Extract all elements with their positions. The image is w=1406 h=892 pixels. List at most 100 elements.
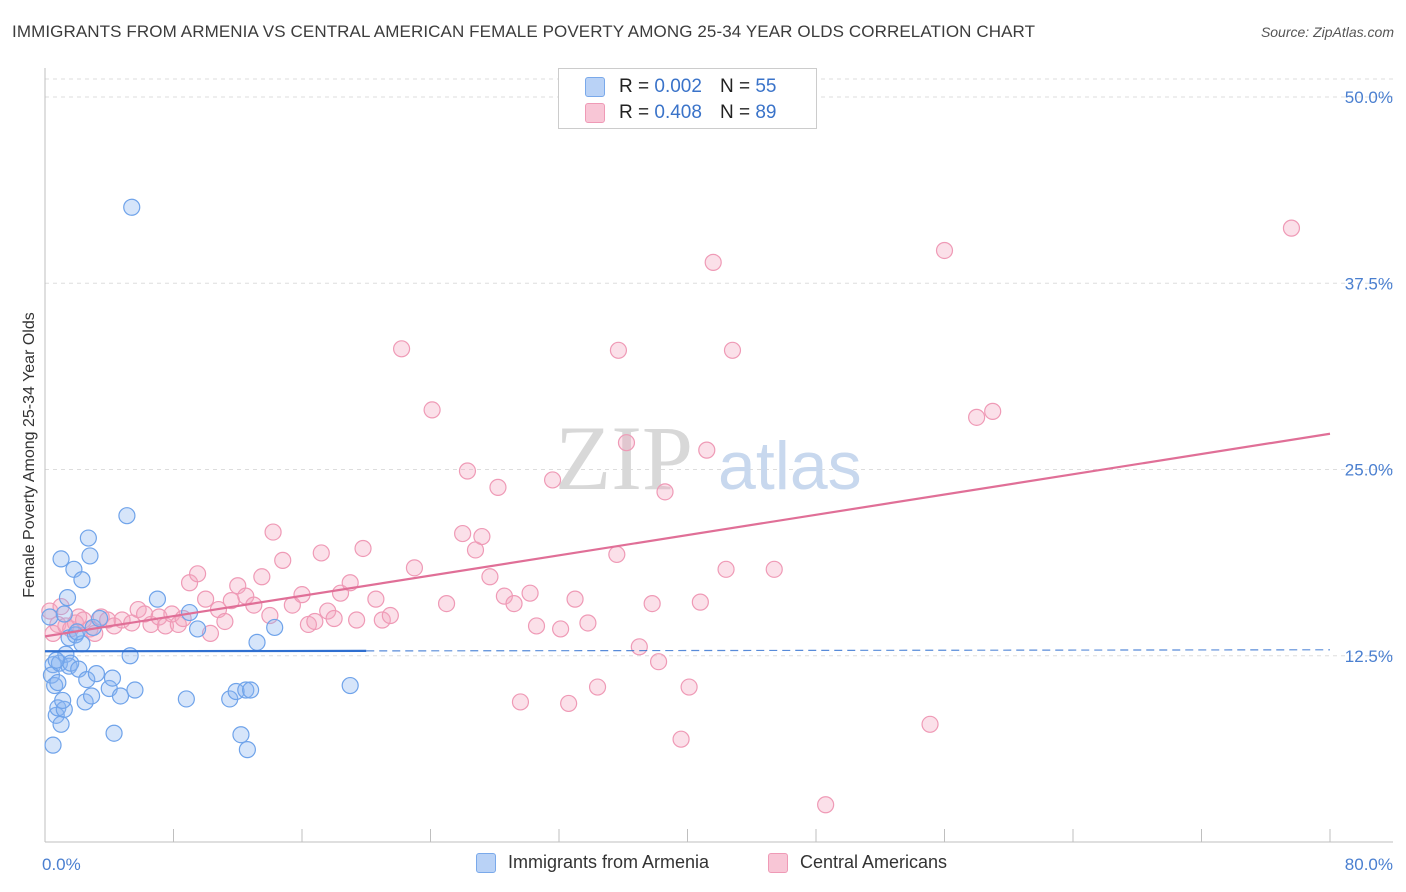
point-armenia — [266, 618, 284, 637]
point-central-americans — [691, 593, 709, 611]
x-tick-label-max: 80.0% — [1345, 855, 1393, 874]
point-central-americans — [70, 608, 88, 626]
point-armenia — [44, 736, 62, 754]
point-central-americans — [373, 611, 391, 629]
legend-swatch-blue — [585, 77, 605, 97]
point-central-americans — [367, 590, 385, 608]
point-central-americans — [656, 483, 674, 501]
point-central-americans — [481, 568, 499, 586]
point-armenia — [79, 529, 97, 547]
point-central-americans — [381, 606, 399, 625]
point-armenia — [58, 589, 77, 607]
point-central-americans — [717, 560, 735, 578]
point-central-americans — [543, 471, 562, 489]
point-central-americans — [672, 730, 690, 748]
point-central-americans — [306, 612, 324, 631]
legend-n-value: 89 — [755, 102, 777, 123]
point-central-americans — [630, 638, 648, 656]
point-armenia — [49, 673, 67, 692]
y-axis-title: Female Poverty Among 25-34 Year Olds — [21, 312, 38, 598]
point-armenia — [52, 550, 70, 568]
point-armenia — [148, 590, 167, 608]
trend-line-armenia-extension — [366, 649, 1331, 652]
legend-swatch-pink — [585, 103, 605, 123]
point-central-americans — [984, 402, 1002, 420]
point-central-americans — [489, 478, 507, 496]
point-central-americans — [921, 715, 939, 733]
point-central-americans — [609, 341, 628, 359]
point-armenia — [232, 726, 250, 744]
point-central-americans — [817, 796, 835, 814]
trend-line-central-americans — [44, 432, 1331, 638]
point-armenia — [123, 198, 141, 216]
point-central-americans — [649, 653, 668, 671]
point-central-americans — [454, 524, 472, 543]
legend-n-value: 55 — [755, 76, 777, 97]
legend-r-value: 0.408 — [654, 102, 702, 123]
series-legend: Immigrants from Armenia Central American… — [0, 852, 1406, 878]
legend-r-label: R = — [619, 102, 650, 123]
chart-title: IMMIGRANTS FROM ARMENIA VS CENTRAL AMERI… — [12, 22, 1036, 41]
point-central-americans — [274, 551, 292, 569]
point-central-americans — [312, 544, 330, 562]
point-central-americans — [423, 401, 441, 419]
y-tick-label: 37.5% — [1345, 274, 1393, 293]
point-central-americans — [188, 565, 207, 583]
point-central-americans — [348, 611, 366, 629]
point-central-americans — [325, 609, 343, 628]
y-tick-label: 50.0% — [1345, 88, 1393, 107]
point-central-americans — [264, 523, 282, 541]
point-central-americans — [216, 612, 234, 631]
point-armenia — [105, 724, 123, 742]
point-central-americans — [201, 624, 220, 643]
point-central-americans — [1282, 219, 1301, 237]
legend-item-armenia[interactable]: Immigrants from Armenia — [476, 852, 709, 873]
point-armenia — [82, 687, 101, 705]
trend-lines — [44, 432, 1331, 653]
point-central-americans — [608, 545, 626, 564]
legend-row-central-americans: R = 0.408 N = 89 — [585, 101, 776, 125]
point-armenia — [188, 620, 207, 638]
point-central-americans — [135, 605, 154, 623]
point-central-americans — [765, 560, 783, 578]
point-central-americans — [41, 602, 59, 620]
point-central-americans — [579, 614, 597, 632]
correlation-legend: R = 0.002 N = 55 R = 0.408 N = 89 — [558, 68, 817, 129]
point-central-americans — [588, 678, 607, 696]
point-armenia — [78, 670, 96, 689]
point-armenia — [73, 571, 91, 589]
axes — [44, 68, 1393, 843]
point-central-americans — [560, 694, 578, 713]
legend-n-label: N = — [719, 76, 751, 97]
y-tick-label: 12.5% — [1345, 647, 1393, 666]
point-armenia — [118, 507, 136, 525]
point-armenia — [54, 691, 72, 710]
point-armenia — [81, 547, 99, 565]
legend-row-armenia: R = 0.002 N = 55 — [585, 75, 776, 99]
watermark: ZIP atlas — [555, 407, 862, 509]
point-central-americans — [704, 253, 722, 271]
point-armenia — [103, 669, 122, 687]
y-tick-label: 25.0% — [1345, 461, 1393, 480]
point-central-americans — [405, 559, 424, 577]
point-armenia — [177, 690, 195, 708]
point-armenia — [341, 676, 359, 695]
point-central-americans — [723, 341, 742, 359]
point-central-americans — [617, 434, 636, 452]
series-armenia — [41, 198, 359, 759]
legend-n-label: N = — [719, 102, 751, 123]
point-central-americans — [552, 620, 570, 638]
legend-item-central-americans[interactable]: Central Americans — [768, 852, 947, 873]
point-armenia — [111, 687, 130, 705]
point-central-americans — [527, 617, 546, 635]
point-armenia — [46, 676, 64, 695]
point-central-americans — [566, 590, 584, 608]
point-central-americans — [511, 693, 530, 711]
x-tick-label-min: 0.0% — [42, 855, 81, 874]
point-central-americans — [253, 568, 271, 586]
point-central-americans — [354, 539, 372, 558]
point-central-americans — [680, 678, 698, 696]
y-tick-labels: 12.5% 25.0% 37.5% 50.0% — [1345, 88, 1393, 666]
point-armenia — [126, 681, 144, 699]
